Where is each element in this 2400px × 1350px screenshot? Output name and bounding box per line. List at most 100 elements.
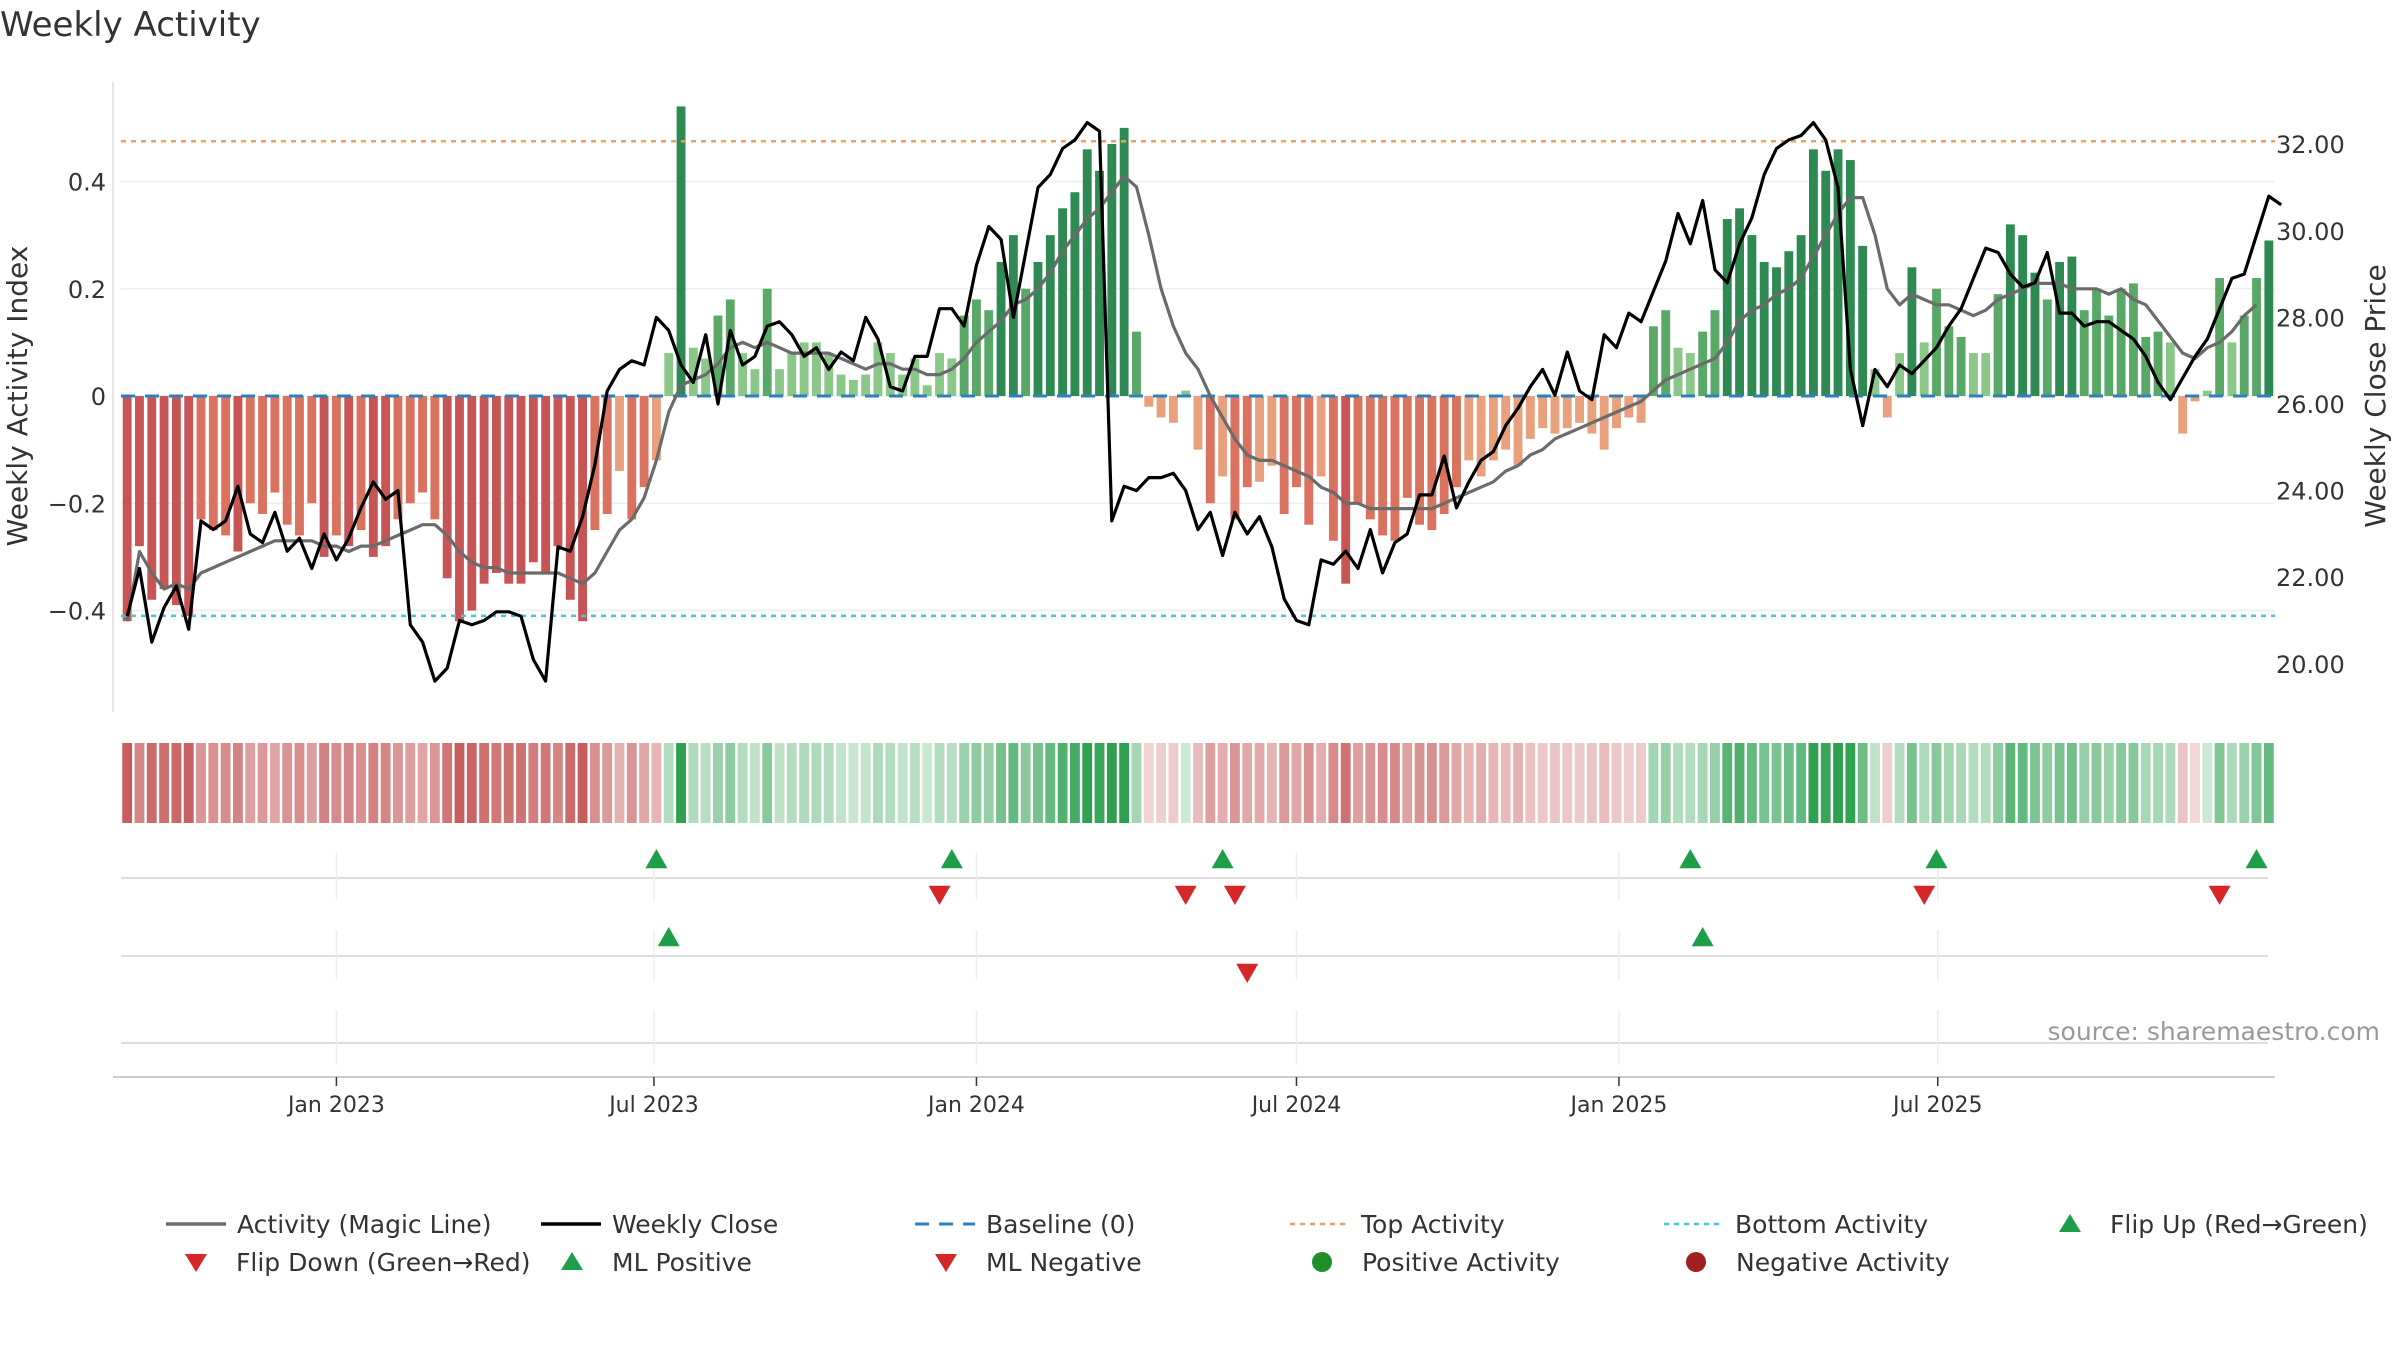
activity-bar bbox=[2190, 396, 2200, 402]
activity-bar bbox=[196, 396, 206, 520]
activity-bar bbox=[1328, 396, 1338, 541]
activity-bar bbox=[1772, 267, 1781, 396]
activity-bar bbox=[873, 342, 883, 396]
activity-bar bbox=[676, 106, 686, 397]
heat-strip-cell bbox=[1156, 743, 1166, 823]
activity-bar bbox=[1292, 396, 1301, 488]
heat-strip-cell bbox=[1980, 743, 1991, 823]
activity-bar bbox=[602, 396, 612, 514]
legend-swatch bbox=[561, 1252, 583, 1270]
heat-strip-cell bbox=[282, 743, 293, 823]
legend-swatch bbox=[2059, 1214, 2081, 1232]
activity-bar bbox=[1525, 396, 1535, 439]
activity-bar bbox=[1882, 396, 1892, 418]
activity-bar bbox=[1255, 396, 1264, 482]
activity-bar bbox=[578, 396, 588, 622]
heat-strip-cell bbox=[1414, 743, 1425, 823]
heat-strip-cell bbox=[663, 743, 674, 823]
y-tick-label-right: 28.00 bbox=[2276, 304, 2345, 332]
activity-bar bbox=[1562, 396, 1572, 429]
activity-bar bbox=[147, 396, 157, 600]
heat-strip-cell bbox=[1808, 743, 1819, 823]
activity-heat-strip bbox=[122, 743, 2274, 823]
y-tick-label-left: −0.2 bbox=[48, 490, 106, 518]
activity-bar bbox=[1415, 396, 1424, 525]
activity-bar bbox=[504, 396, 514, 584]
flip-up-marker bbox=[1211, 849, 1234, 869]
heat-strip-cell bbox=[934, 743, 945, 823]
activity-bar bbox=[1378, 396, 1388, 536]
heat-strip-cell bbox=[183, 743, 194, 823]
heat-strip-cell bbox=[146, 743, 157, 823]
heat-strip-cell bbox=[1291, 743, 1302, 823]
legend-label: Flip Up (Red→Green) bbox=[2110, 1210, 2368, 1239]
y-tick-label-right: 24.00 bbox=[2276, 478, 2345, 506]
y-tick-label-right: 30.00 bbox=[2276, 218, 2345, 246]
activity-bar bbox=[307, 396, 317, 504]
heat-strip-cell bbox=[639, 743, 650, 823]
activity-bar bbox=[2153, 331, 2163, 396]
activity-bar bbox=[1107, 143, 1117, 396]
activity-bar bbox=[1341, 396, 1351, 584]
legend-label: Activity (Magic Line) bbox=[237, 1210, 491, 1239]
heat-strip-cell bbox=[2042, 743, 2053, 823]
heat-strip-cell bbox=[1734, 743, 1745, 823]
activity-bar bbox=[1168, 396, 1178, 423]
flip-down-marker bbox=[1913, 885, 1936, 905]
activity-bar bbox=[1279, 396, 1289, 514]
heat-strip-cell bbox=[516, 743, 526, 823]
x-tick-label: Jan 2024 bbox=[926, 1093, 1025, 1118]
activity-bar bbox=[1230, 396, 1240, 520]
legend-label: Weekly Close bbox=[612, 1210, 778, 1239]
flip-up-marker bbox=[645, 849, 668, 869]
activity-bar bbox=[848, 379, 858, 396]
activity-bar bbox=[787, 353, 797, 396]
flip-up-marker bbox=[940, 849, 963, 869]
heat-strip-cell bbox=[2153, 743, 2163, 823]
heat-strip-cell bbox=[1648, 743, 1659, 823]
heat-strip-cell bbox=[1771, 743, 1782, 823]
heat-strip-cell bbox=[1574, 743, 1585, 823]
activity-bar bbox=[1513, 396, 1523, 466]
heat-strip-cell bbox=[1303, 743, 1314, 823]
activity-bar bbox=[1242, 396, 1252, 488]
activity-bar bbox=[1501, 396, 1511, 450]
heat-strip-cell bbox=[2091, 743, 2102, 823]
heat-strip-cell bbox=[2165, 743, 2176, 823]
heat-strip-cell bbox=[1328, 743, 1339, 823]
activity-bar bbox=[947, 358, 957, 396]
heat-strip-cell bbox=[1906, 743, 1917, 823]
heat-strip-cell bbox=[1205, 743, 1216, 823]
heat-strip-cell bbox=[1476, 743, 1487, 823]
heat-strip-cell bbox=[799, 743, 810, 823]
heat-strip-cell bbox=[1943, 743, 1954, 823]
activity-bar bbox=[1390, 396, 1400, 541]
heat-strip-cell bbox=[233, 743, 243, 823]
x-tick-label: Jan 2025 bbox=[1569, 1093, 1668, 1118]
activity-bar bbox=[368, 396, 378, 557]
activity-bar bbox=[688, 347, 698, 396]
legend: Activity (Magic Line) Weekly Close Baselin… bbox=[166, 1210, 2368, 1277]
activity-bar bbox=[1021, 288, 1031, 396]
heat-strip-cell bbox=[626, 743, 637, 823]
heat-strip-cell bbox=[1451, 743, 1462, 823]
heat-strip-cell bbox=[1783, 743, 1794, 823]
activity-bar bbox=[381, 396, 391, 547]
activity-bars bbox=[122, 106, 2274, 622]
heat-strip-cell bbox=[2005, 743, 2016, 823]
source-note: source: sharemaestro.com bbox=[2048, 1017, 2381, 1046]
legend-label: ML Negative bbox=[986, 1248, 1142, 1277]
activity-bar bbox=[1710, 310, 1720, 396]
heat-strip-cell bbox=[1746, 743, 1757, 823]
activity-bar bbox=[467, 396, 477, 611]
heat-strip-cell bbox=[454, 743, 465, 823]
heat-strip-cell bbox=[319, 743, 330, 823]
activity-bar bbox=[2030, 272, 2040, 396]
activity-bar bbox=[799, 342, 809, 396]
activity-bar bbox=[2055, 261, 2065, 396]
heat-strip-cell bbox=[405, 743, 416, 823]
activity-bar bbox=[405, 396, 415, 504]
activity-bar bbox=[1353, 396, 1363, 504]
heat-strip-cell bbox=[1636, 743, 1647, 823]
activity-bar bbox=[651, 396, 661, 461]
